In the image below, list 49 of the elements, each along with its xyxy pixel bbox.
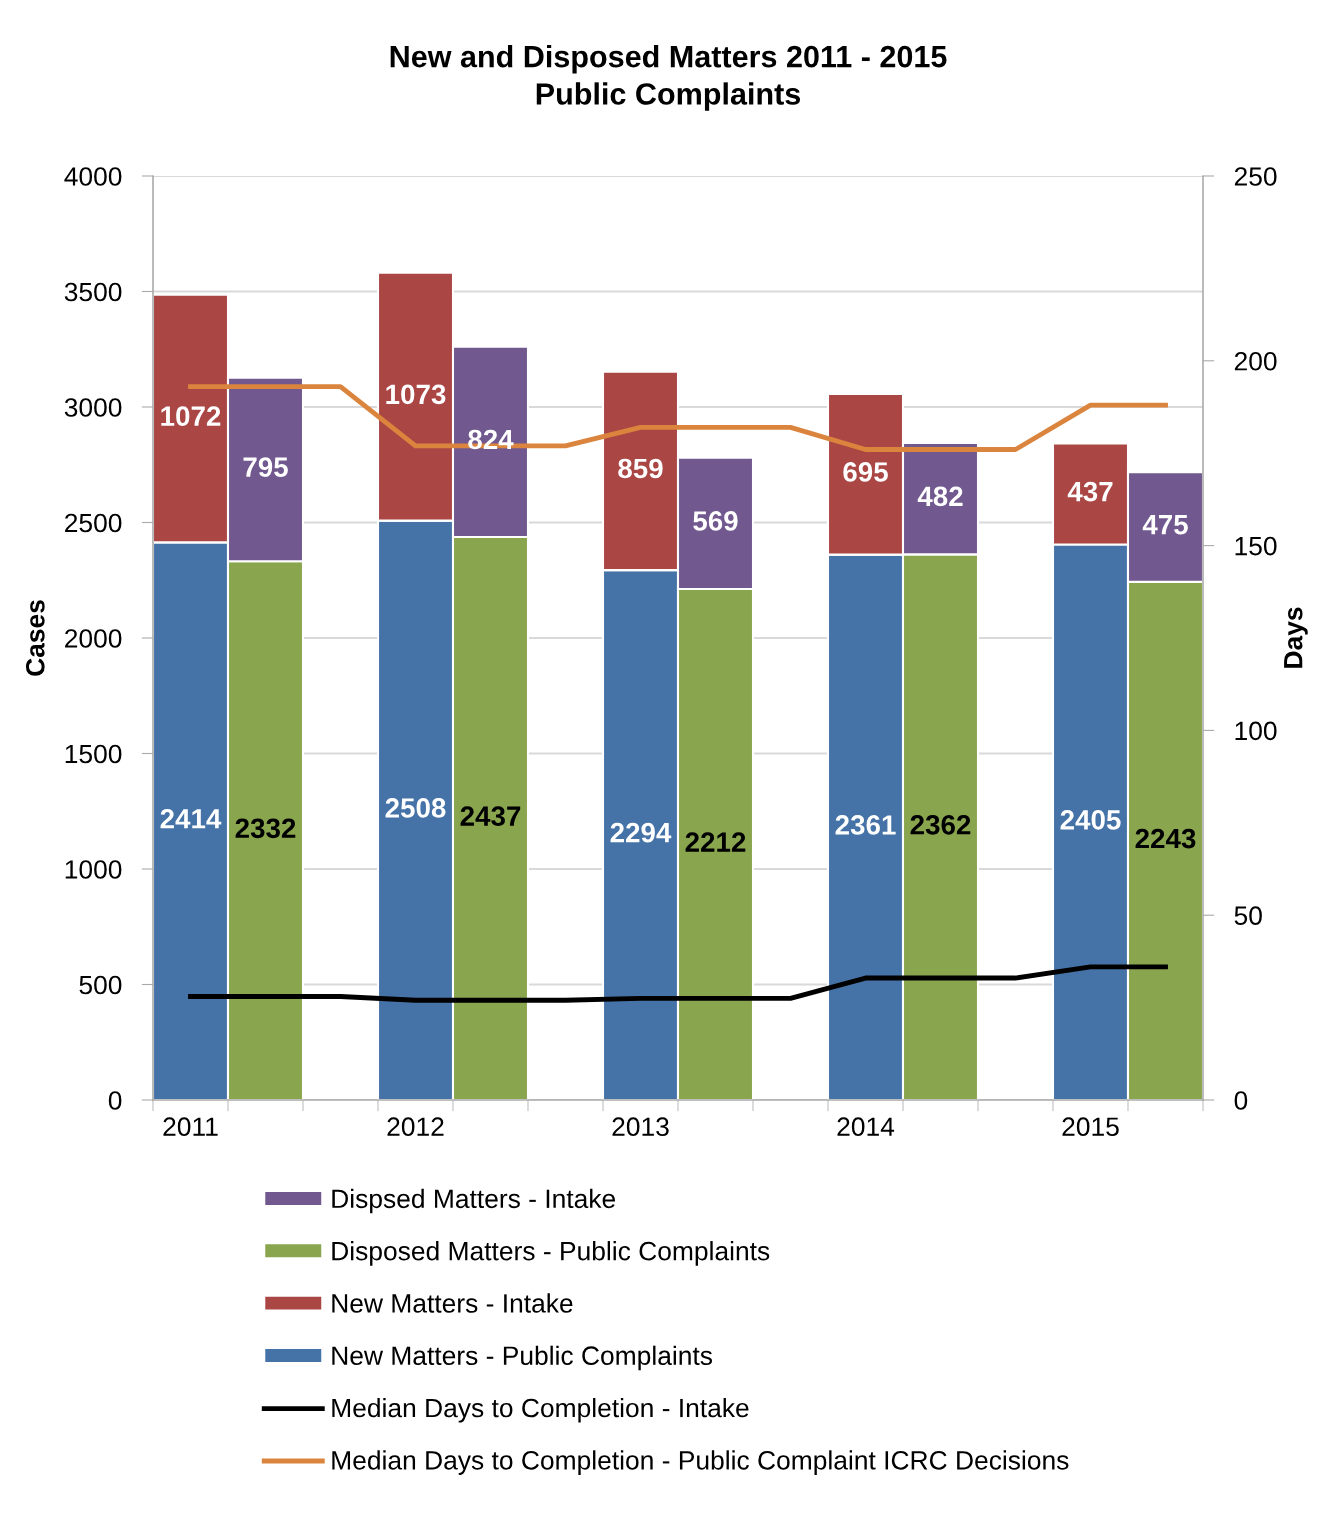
y-tick-label: 2000 [65, 629, 122, 648]
chart-title: New and Disposed Matters 2011 - 2015 Public Complaints [390, 45, 947, 111]
data-label: 1072 [161, 406, 221, 427]
data-label: 2508 [385, 798, 446, 818]
data-label: 859 [618, 458, 663, 479]
data-label: 437 [1067, 481, 1113, 502]
data-label: 2405 [1060, 810, 1121, 830]
data-label: 2332 [235, 818, 296, 839]
x-tick-label: 2013 [612, 1117, 669, 1137]
legend-label: New Matters - Intake [332, 1293, 573, 1313]
y-tick-label: 1500 [65, 744, 122, 764]
y2-tick-label: 250 [1234, 167, 1277, 186]
y-tick-label: 500 [79, 975, 122, 995]
y-tick-label: 3500 [64, 282, 122, 302]
x-tick-label: 2012 [387, 1117, 444, 1137]
data-label: 475 [1142, 515, 1188, 535]
legend-label: Median Days to Completion - Intake [332, 1397, 749, 1423]
y2-tick-label: 0 [1234, 1091, 1248, 1110]
legend-label: New Matters - Public Complaints [332, 1345, 712, 1371]
data-label: 1073 [386, 384, 446, 405]
data-label: 569 [693, 511, 738, 531]
data-label: 2243 [1135, 828, 1196, 849]
y2-tick-label: 150 [1235, 536, 1277, 556]
line-series [188, 964, 1168, 1003]
legend-label: Dispsed Matters - Intake [332, 1188, 616, 1214]
legend-label: Median Days to Completion - Public Complaint ICRC Decisions [332, 1450, 1069, 1475]
y2-tick-label: 200 [1234, 351, 1277, 371]
data-label: 695 [843, 462, 888, 482]
data-label: 795 [243, 457, 288, 477]
x-tick-label: 2011 [163, 1117, 218, 1137]
x-tick-label: 2014 [837, 1117, 895, 1137]
data-label: 2362 [910, 814, 971, 835]
y-tick-label: 4000 [64, 167, 122, 186]
y-tick-label: 3000 [64, 398, 122, 417]
y-tick-label: 1000 [65, 860, 122, 879]
data-label: 2361 [835, 815, 896, 835]
data-label: 2212 [685, 832, 746, 852]
y2-axis-title: Days [1284, 607, 1308, 668]
x-tick-label: 2015 [1062, 1117, 1119, 1137]
data-label: 2437 [460, 806, 521, 827]
data-label: 2294 [610, 822, 672, 843]
data-label: 482 [917, 486, 963, 507]
data-label: 2414 [160, 808, 222, 829]
y2-tick-label: 100 [1235, 721, 1277, 741]
y-tick-label: 2500 [65, 513, 122, 533]
y-axis-title: Cases [25, 600, 45, 676]
y-tick-label: 0 [108, 1091, 122, 1110]
legend-label: Disposed Matters - Public Complaints [332, 1241, 770, 1266]
y2-tick-label: 50 [1234, 906, 1262, 926]
